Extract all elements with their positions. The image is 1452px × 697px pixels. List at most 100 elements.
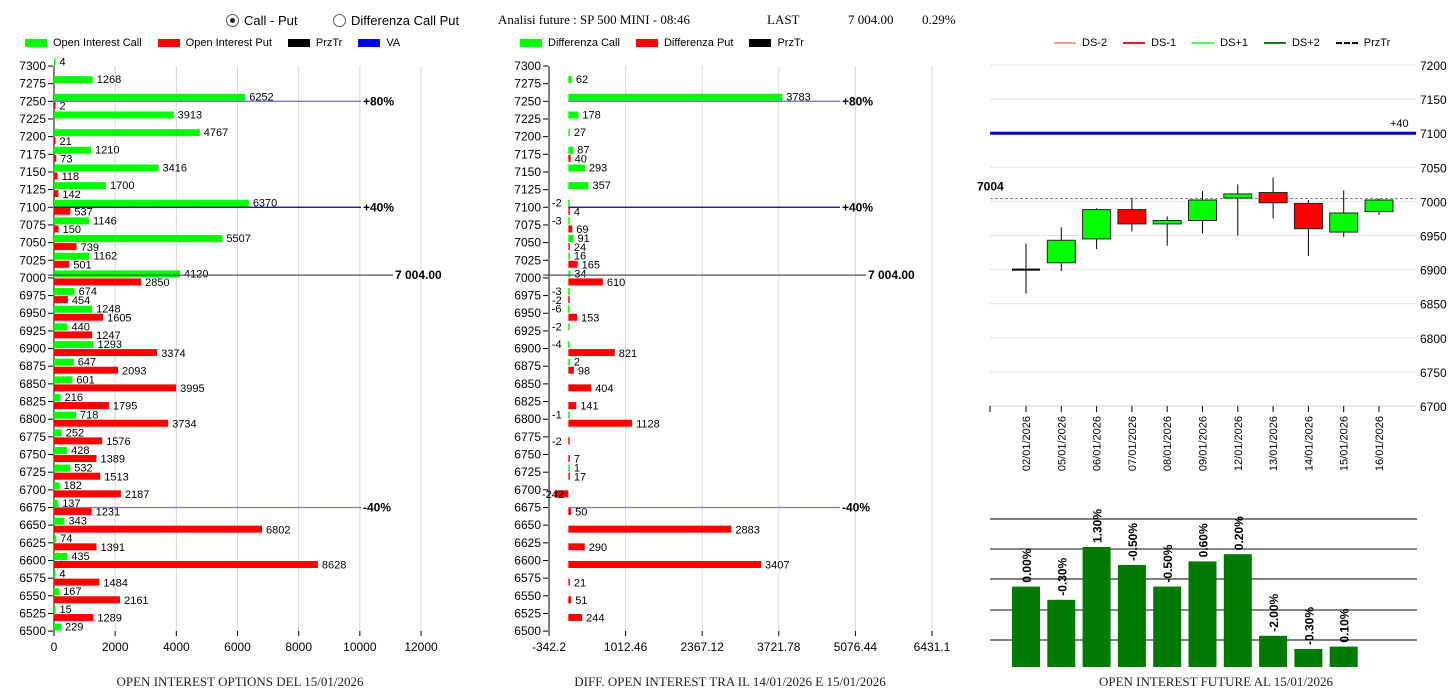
put-bar-label: 142 [62, 189, 80, 201]
y-tick-label: 7175 [514, 147, 541, 161]
call-bar [568, 305, 570, 313]
put-bar [554, 490, 569, 498]
call-bar [54, 552, 68, 560]
put-bar [568, 260, 578, 268]
put-bar [568, 419, 633, 427]
caption-oi-diff: DIFF. OPEN INTEREST TRA IL 14/01/2026 E … [574, 674, 886, 689]
call-bar [54, 447, 68, 455]
y-tick-label: 6675 [514, 501, 541, 515]
y-tick-label: 6975 [19, 289, 46, 303]
put-bar-label: 290 [589, 542, 607, 554]
y-tick-label: 6925 [514, 324, 541, 338]
call-bar-label: 4 [60, 56, 66, 68]
put-bar-label: 739 [81, 242, 99, 254]
oi-future-bar [1082, 547, 1111, 667]
call-bar-label: 3416 [162, 162, 186, 174]
call-bar-label: -6 [552, 304, 562, 316]
y-tick-label: 7050 [1420, 161, 1447, 175]
legend-label: Differenza Put [663, 37, 734, 49]
call-bar-label: -3 [552, 215, 562, 227]
header-last-value: 7 004.00 [848, 12, 894, 27]
put-bar [54, 154, 57, 162]
x-tick-label: 6000 [224, 640, 251, 654]
call-bar [568, 111, 579, 119]
put-bar-label: 2161 [124, 595, 148, 607]
oi-future-bar [1329, 646, 1358, 667]
y-tick-label: 6600 [19, 553, 46, 567]
legend-swatch-put [157, 39, 180, 47]
call-bar-label: -2 [552, 198, 562, 210]
call-bar-label: 428 [71, 445, 89, 457]
put-bar [568, 366, 574, 374]
y-tick-label: 6925 [19, 324, 46, 338]
put-bar [54, 225, 59, 233]
put-bar-label: 1231 [96, 507, 120, 519]
legend-label: PrzTr [777, 37, 804, 49]
put-bar [54, 137, 56, 145]
put-bar-label: 141 [580, 401, 598, 413]
put-bar-label: 2883 [735, 524, 759, 536]
candle-body [1293, 202, 1323, 230]
put-bar [54, 543, 97, 551]
legend-label: DS-1 [1151, 37, 1177, 49]
y-tick-label: 7050 [514, 236, 541, 250]
y-tick-label: 6625 [514, 536, 541, 550]
call-bar-label: 440 [71, 321, 89, 333]
oi-future-bar-label: -2.00% [1267, 593, 1281, 631]
put-bar-label: 3734 [172, 418, 196, 430]
call-bar [54, 394, 61, 402]
call-bar-label: 34 [574, 268, 586, 280]
call-bar-label: 4120 [184, 268, 208, 280]
radio-call-put[interactable]: Call - Put [226, 13, 297, 28]
call-bar-label: 718 [80, 410, 98, 422]
call-bar-label: 1268 [97, 74, 121, 86]
call-bar [568, 411, 570, 419]
y-tick-label: 6500 [19, 624, 46, 638]
call-bar [54, 500, 59, 507]
put-bar-label: 165 [582, 259, 600, 271]
put-bar-label: 17 [574, 471, 586, 483]
y-tick-label: 7100 [1420, 127, 1447, 141]
y-tick-label: 6850 [19, 377, 46, 391]
y-tick-label: 7125 [19, 183, 46, 197]
y-tick-label: 6825 [514, 395, 541, 409]
x-tick-label: 2000 [102, 640, 129, 654]
radio-differenza[interactable]: Differenza Call Put [333, 13, 459, 28]
put-bar [54, 402, 109, 410]
put-bar [54, 578, 100, 586]
call-bar-label: 91 [577, 233, 589, 245]
put-bar-label: 2 [60, 101, 66, 113]
y-tick-label: 7225 [514, 112, 541, 126]
y-tick-label: 6700 [514, 483, 541, 497]
call-bar-label: 182 [64, 480, 82, 492]
put-bar-label: 1513 [104, 471, 128, 483]
put-bar [568, 225, 573, 233]
legend-swatch-przTr [287, 39, 310, 47]
call-bar-label: 252 [66, 427, 84, 439]
put-bar-label: 1576 [106, 436, 130, 448]
call-bar [54, 482, 60, 490]
oi-future-bar-label: -0.30% [1055, 557, 1069, 595]
put-bar-label: 1795 [113, 401, 137, 413]
przTr-label: 7004 [977, 180, 1004, 194]
legend-label: Differenza Call [548, 37, 620, 49]
put-bar [54, 596, 121, 604]
call-bar-label: 16 [574, 251, 586, 263]
call-bar [54, 535, 57, 543]
put-bar-label: 1391 [101, 542, 125, 554]
call-bar [54, 182, 106, 190]
call-bar [54, 146, 92, 154]
y-tick-label: 6650 [19, 518, 46, 532]
call-bar [568, 358, 570, 366]
call-bar-label: 3913 [178, 109, 202, 121]
y-tick-label: 7150 [514, 165, 541, 179]
legend-label: Open Interest Put [185, 37, 272, 49]
candle-body [1117, 209, 1147, 225]
legend-label: DS-2 [1082, 37, 1108, 49]
put-bar [54, 472, 101, 480]
put-bar [54, 560, 318, 568]
call-bar-label: 343 [68, 516, 86, 528]
x-tick-label: 16/01/2026 [1374, 416, 1386, 471]
legend-line-ds+1 [1192, 42, 1215, 44]
put-bar [54, 455, 97, 463]
